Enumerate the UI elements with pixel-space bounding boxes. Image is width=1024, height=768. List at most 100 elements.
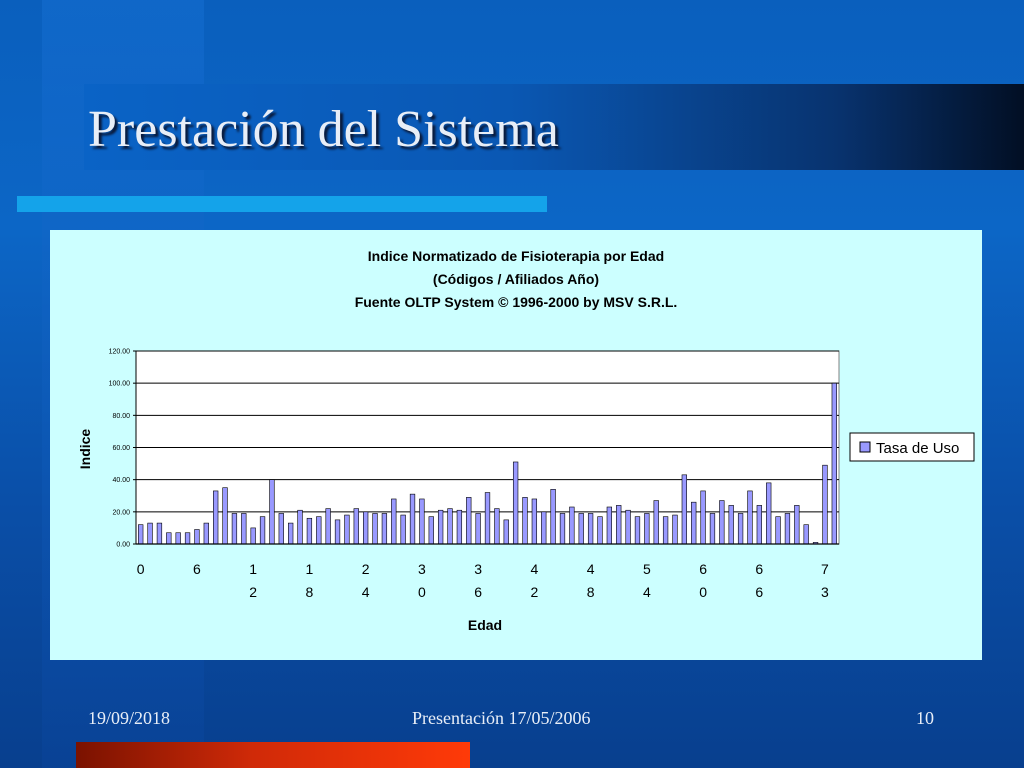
bar [578, 513, 584, 545]
chart-subtitle-2: Fuente OLTP System © 1996-2000 by MSV S.… [355, 294, 678, 310]
legend: Tasa de Uso [849, 432, 975, 462]
bar [241, 513, 247, 545]
accent-red-bar [76, 742, 470, 768]
bar [503, 519, 509, 545]
bar [653, 500, 659, 545]
accent-cyan-bar [17, 196, 547, 212]
bar [166, 532, 172, 545]
x-tick-label-line2: 6 [474, 584, 482, 600]
bar [756, 505, 762, 545]
bar [784, 513, 791, 545]
bar [334, 519, 341, 545]
bar [794, 505, 800, 545]
y-tick-label: 120.00 [109, 349, 131, 356]
x-tick-label-line2: 8 [306, 584, 314, 600]
chart-svg: Indice Normatizado de Fisioterapia por E… [77, 248, 975, 633]
bar [203, 522, 209, 545]
bar [747, 490, 753, 545]
y-tick-label: 0.00 [116, 542, 130, 549]
bar [259, 516, 266, 545]
x-tick-label: 6 [699, 561, 707, 577]
x-tick-label: 3 [474, 561, 482, 577]
bar [400, 514, 406, 545]
x-axis-label: Edad [468, 617, 502, 633]
bar [644, 513, 650, 545]
x-tick-label: 7 [821, 561, 829, 577]
x-tick-label: 4 [587, 561, 595, 577]
bar [681, 474, 687, 545]
bar [662, 516, 669, 545]
footer-presentation: Presentación 17/05/2006 [412, 708, 591, 728]
bar [541, 511, 547, 545]
bar [419, 498, 425, 545]
y-tick-label: 100.00 [109, 381, 131, 388]
bar [156, 522, 163, 545]
bar [466, 497, 472, 545]
bar [447, 508, 453, 545]
x-tick-label-line2: 2 [249, 584, 257, 600]
bar [184, 532, 191, 545]
bar [428, 516, 434, 545]
x-tick-label: 3 [418, 561, 426, 577]
bar [691, 501, 697, 545]
x-tick-label: 6 [755, 561, 763, 577]
legend-label: Tasa de Uso [876, 440, 959, 457]
bar [316, 516, 322, 545]
legend-box [849, 432, 975, 462]
y-tick-label: 40.00 [112, 477, 130, 484]
bar [456, 509, 463, 545]
bar [297, 509, 303, 545]
x-tick-label-line2: 4 [643, 584, 651, 600]
bar [831, 382, 837, 545]
y-tick-label: 20.00 [112, 509, 130, 516]
bar [597, 516, 603, 545]
bar [719, 500, 725, 545]
bar [766, 482, 772, 545]
bar [250, 527, 256, 545]
x-tick-label-line2: 0 [418, 584, 426, 600]
bar [437, 509, 444, 545]
bar [325, 508, 331, 545]
x-tick-label: 5 [643, 561, 651, 577]
bar [569, 506, 575, 545]
bar [672, 514, 678, 545]
x-tick-label-line2: 2 [530, 584, 538, 600]
bar [138, 524, 144, 545]
bar [288, 522, 294, 545]
chart-title: Indice Normatizado de Fisioterapia por E… [368, 248, 664, 264]
bar [625, 509, 631, 545]
x-tick-label-line2: 8 [587, 584, 595, 600]
x-tick-label: 1 [249, 561, 257, 577]
x-tick-label-line2: 3 [821, 584, 829, 600]
bar [606, 506, 613, 545]
bar [372, 513, 378, 545]
bar [409, 493, 416, 545]
x-tick-label-line2: 4 [362, 584, 370, 600]
x-tick-label: 6 [193, 561, 201, 577]
bar [222, 487, 228, 545]
bar [616, 505, 622, 545]
bar [512, 461, 519, 545]
bar [822, 464, 828, 545]
bar [381, 513, 388, 545]
bar [522, 497, 528, 545]
bar [344, 514, 350, 545]
bar [587, 513, 594, 545]
bar [775, 516, 781, 545]
bar [709, 513, 716, 545]
bar [269, 479, 275, 545]
title-bar-background [84, 84, 1024, 170]
bar [494, 508, 500, 545]
bar [634, 516, 641, 545]
footer-date: 19/09/2018 [88, 708, 171, 728]
x-tick-label-line2: 6 [755, 584, 763, 600]
bar [550, 489, 556, 545]
bar [147, 522, 153, 545]
slide-number: 10 [916, 708, 934, 728]
x-tick-label: 4 [530, 561, 538, 577]
bar [391, 498, 397, 545]
bar [700, 490, 706, 545]
x-tick-label: 2 [362, 561, 370, 577]
bar [737, 513, 744, 545]
bar [231, 513, 238, 545]
